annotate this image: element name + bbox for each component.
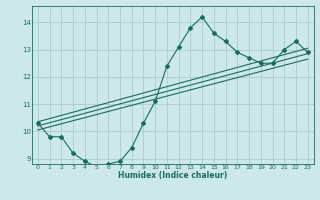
X-axis label: Humidex (Indice chaleur): Humidex (Indice chaleur) — [118, 171, 228, 180]
